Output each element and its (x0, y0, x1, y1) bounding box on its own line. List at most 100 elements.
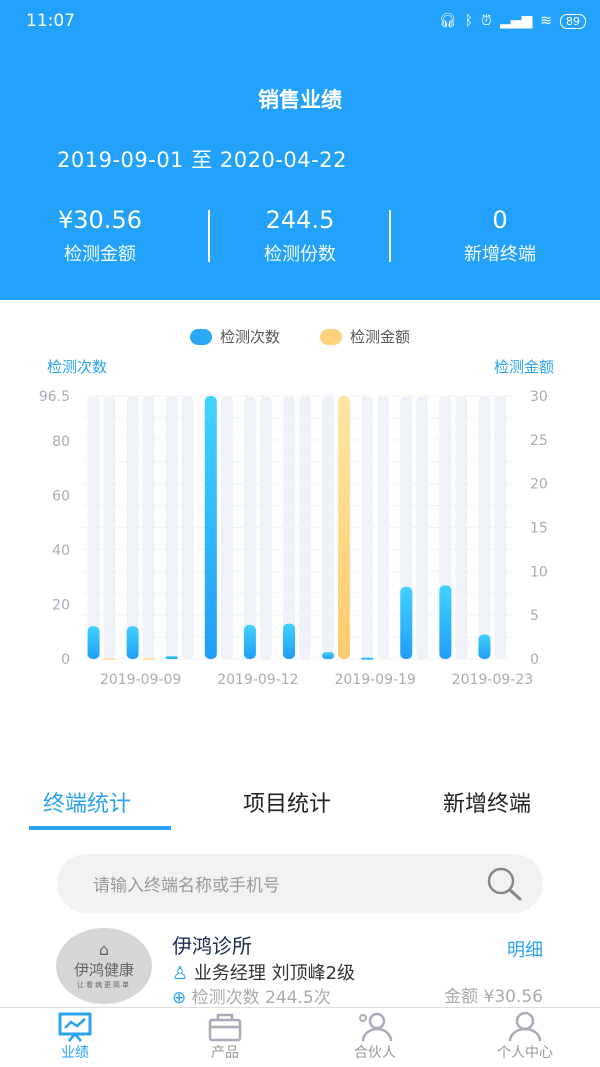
date-range[interactable]: 2019-09-01 至 2020-04-22 (57, 148, 347, 172)
bar-background (181, 396, 194, 659)
bar-background (377, 396, 390, 659)
battery-icon: 89 (560, 13, 586, 29)
stat-label: 新增终端 (464, 244, 536, 265)
active-tab-indicator (29, 826, 171, 830)
terminal-manager: ♙ 业务经理 刘顶峰2级 (172, 959, 355, 985)
person-icon: ♙ (172, 963, 194, 984)
stat-value: 0 (492, 206, 508, 234)
y-tick-right: 25 (530, 433, 548, 449)
bar-count (87, 626, 100, 659)
x-tick-label: 2019-09-23 (452, 672, 533, 688)
bar-background (283, 396, 295, 659)
stat-value: ¥30.56 (58, 206, 142, 234)
stat-new-terminals: 0 新增终端 (400, 204, 600, 266)
y-axis-right-title: 检测金额 (493, 358, 554, 376)
y-tick-left: 60 (52, 488, 70, 504)
legend-label: 检测金额 (350, 328, 411, 346)
stat-count: 244.5 检测份数 (200, 204, 400, 266)
bag-icon (208, 1013, 242, 1042)
divider (389, 210, 391, 262)
bar-background (165, 396, 178, 659)
chart-legend: 检测次数 检测金额 (0, 326, 600, 347)
x-tick-label: 2019-09-09 (100, 672, 181, 688)
nav-performance[interactable]: 业绩 (0, 1008, 150, 1067)
tab-bar: 终端统计 项目统计 新增终端 (0, 780, 600, 830)
stat-amount: ¥30.56 检测金额 (0, 204, 200, 266)
bar-background (455, 396, 468, 659)
bar-background (243, 396, 256, 659)
y-tick-right: 10 (530, 564, 548, 580)
y-axis-left-title: 检测次数 (47, 358, 108, 376)
y-tick-left: 96.5 (39, 389, 70, 405)
y-tick-left: 40 (52, 543, 70, 559)
legend-item[interactable]: 检测金额 (320, 326, 410, 347)
alarm-icon: ⏰︎ (481, 13, 492, 29)
list-item[interactable]: ⌂ 伊鸿健康 让看病更简单 伊鸿诊所 ♙ 业务经理 刘顶峰2级 ⊕ 检测次数 2… (0, 928, 600, 1008)
stat-label: 检测金额 (64, 244, 136, 265)
bar-background (103, 396, 116, 659)
count-text: 检测次数 244.5次 (191, 988, 331, 1008)
legend-item[interactable]: 检测次数 (189, 326, 280, 347)
bar-count (204, 396, 217, 659)
terminal-amount: 金额 ¥30.56 (444, 987, 543, 1007)
bar-count (165, 656, 178, 659)
bar-count (126, 626, 139, 659)
bar-count (478, 634, 491, 659)
y-tick-right: 15 (530, 521, 548, 537)
user-icon (508, 1012, 542, 1042)
bar-background (126, 396, 139, 659)
x-tick-label: 2019-09-12 (217, 672, 298, 688)
search-placeholder: 请输入终端名称或手机号 (93, 876, 280, 896)
avatar: ⌂ 伊鸿健康 让看病更简单 (56, 928, 152, 1004)
header: 11:07 🎧︎ ᛒ ⏰︎ ▂▄▆ ≋ 89 销售业绩 2019-09-01 至… (0, 0, 600, 300)
y-tick-right: 0 (530, 652, 539, 668)
tab-terminal-stats[interactable]: 终端统计 (43, 792, 132, 817)
y-tick-left: 20 (52, 597, 70, 613)
search-input[interactable]: 请输入终端名称或手机号 (57, 854, 543, 913)
detail-link[interactable]: 明细 (507, 940, 543, 961)
nav-products[interactable]: 产品 (150, 1008, 300, 1067)
y-tick-right: 5 (530, 608, 539, 624)
partners-icon (359, 1012, 393, 1042)
nav-label: 合伙人 (354, 1045, 396, 1061)
wifi-icon: ≋ (540, 13, 552, 29)
bar-background (478, 396, 491, 659)
y-tick-right: 30 (530, 389, 548, 405)
logo-subtext: 让看病更简单 (77, 981, 131, 989)
bar-chart: 0 20 40 60 80 96.5 0 5 10 15 20 25 30 2019-09-09 2019-… (39, 389, 548, 688)
legend-swatch (320, 329, 342, 345)
tab-project-stats[interactable]: 项目统计 (243, 792, 332, 817)
bar-background (416, 396, 429, 659)
divider (208, 210, 210, 262)
search-icon[interactable] (485, 866, 523, 902)
bar-amount (142, 658, 155, 660)
bar-count (361, 657, 374, 660)
signal-icon: ▂▄▆ (499, 13, 533, 29)
bar-count (243, 624, 256, 659)
bottom-nav: 业绩 产品 合伙人 个人中心 (0, 1007, 600, 1067)
status-time: 11:07 (26, 11, 75, 31)
y-tick-left: 0 (61, 652, 70, 668)
bar-background (87, 396, 100, 659)
tab-new-terminals[interactable]: 新增终端 (443, 792, 532, 817)
presentation-chart-icon (58, 1012, 92, 1042)
bar-count (400, 586, 413, 659)
page-title: 销售业绩 (258, 88, 342, 112)
y-tick-left: 80 (52, 434, 70, 450)
status-bar: 11:07 🎧︎ ᛒ ⏰︎ ▂▄▆ ≋ 89 (0, 0, 600, 42)
terminal-name: 伊鸿诊所 (172, 934, 252, 958)
bluetooth-icon: ᛒ (464, 13, 474, 29)
bar-background (220, 396, 233, 659)
legend-swatch (189, 329, 212, 345)
stat-value: 244.5 (265, 206, 335, 234)
terminal-count: ⊕ 检测次数 244.5次 (172, 983, 331, 1008)
logo-icon: ⌂ (98, 940, 110, 959)
bar-count (283, 623, 295, 659)
nav-partners[interactable]: 合伙人 (300, 1008, 450, 1067)
nav-profile[interactable]: 个人中心 (450, 1008, 600, 1067)
stat-label: 检测份数 (264, 244, 336, 265)
y-tick-right: 20 (530, 477, 548, 493)
legend-label: 检测次数 (219, 328, 280, 346)
x-tick-label: 2019-09-19 (334, 672, 415, 688)
nav-label: 个人中心 (497, 1045, 553, 1061)
